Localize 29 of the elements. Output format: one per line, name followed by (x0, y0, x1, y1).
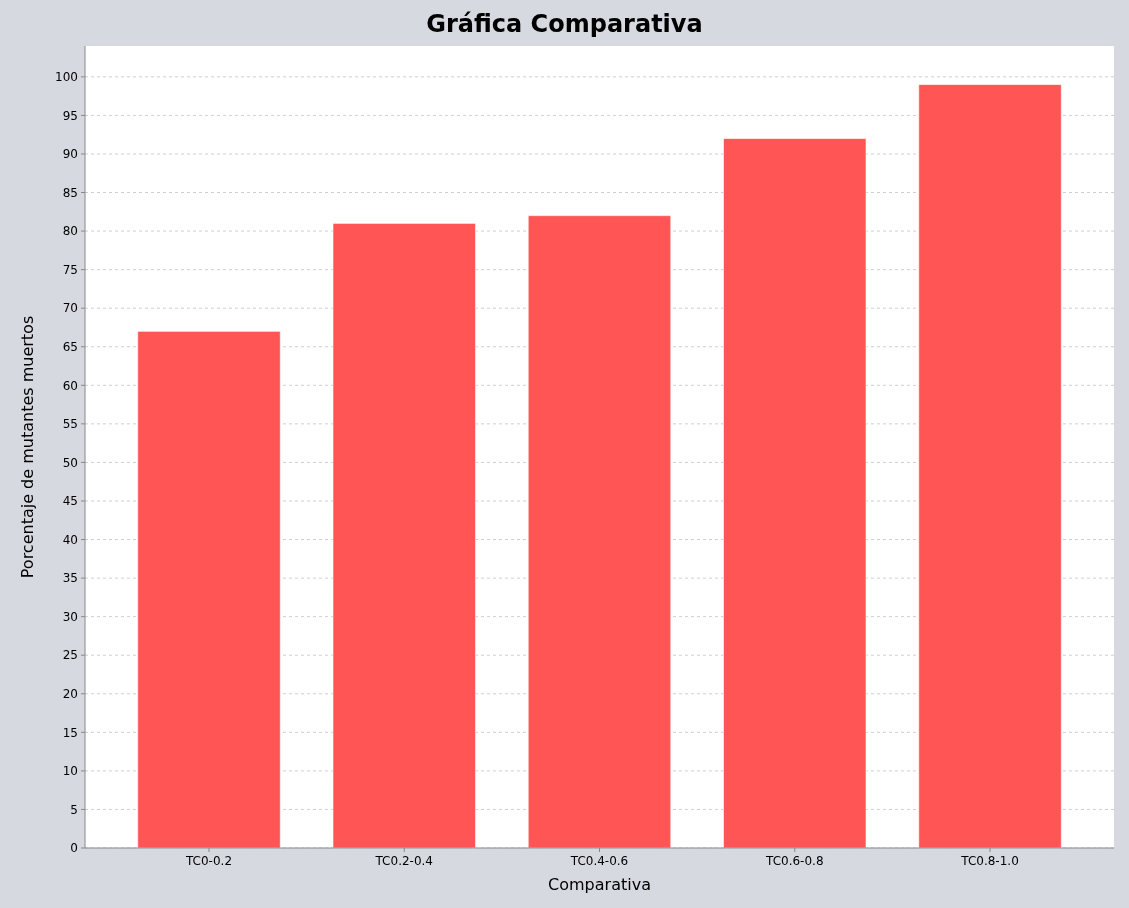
y-tick-label: 25 (62, 648, 78, 663)
y-tick-label: 100 (55, 70, 78, 85)
x-axis-title: Comparativa (548, 875, 651, 894)
x-tick-label: TC0.2-0.4 (374, 854, 433, 868)
y-tick-label: 0 (70, 841, 78, 856)
y-tick-label: 55 (62, 417, 78, 432)
y-tick-label: 15 (62, 725, 78, 740)
y-tick-label: 50 (62, 455, 78, 470)
y-tick-label: 5 (70, 802, 78, 817)
y-tick-label: 10 (62, 764, 78, 779)
y-tick-label: 20 (62, 686, 78, 701)
y-tick-label: 45 (62, 494, 78, 509)
y-axis-title: Porcentaje de mutantes muertos (18, 315, 37, 579)
y-tick-label: 90 (62, 147, 78, 162)
x-tick-label: TC0.6-0.8 (765, 854, 824, 868)
y-tick-label: 65 (62, 339, 78, 354)
y-tick-label: 30 (62, 609, 78, 624)
chart-title: Gráfica Comparativa (426, 10, 703, 38)
y-tick-label: 35 (62, 571, 78, 586)
y-tick-label: 85 (62, 185, 78, 200)
x-tick-label: TC0-0.2 (184, 854, 233, 868)
y-tick-label: 80 (62, 224, 78, 239)
y-tick-label: 60 (62, 378, 78, 393)
y-tick-label: 70 (62, 301, 78, 316)
y-tick-label: 75 (62, 262, 78, 277)
y-tick-label: 40 (62, 532, 78, 547)
y-tick-label: 95 (62, 108, 78, 123)
x-tick-label: TC0.8-1.0 (960, 854, 1019, 868)
x-tick-label: TC0.4-0.6 (569, 854, 629, 868)
